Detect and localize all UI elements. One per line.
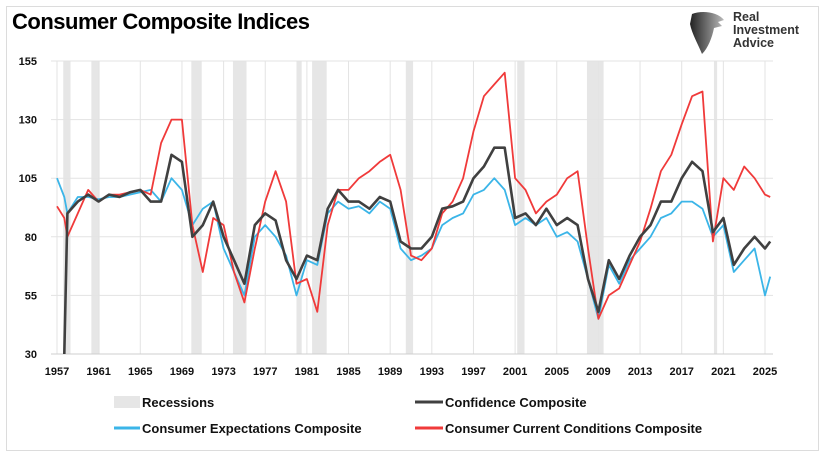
recession-band bbox=[91, 61, 100, 354]
x-tick-label: 2013 bbox=[628, 366, 652, 378]
y-tick-label: 105 bbox=[19, 173, 37, 185]
x-tick-label: 2001 bbox=[503, 366, 527, 378]
recession-band bbox=[312, 61, 327, 354]
legend-label-confidence: Confidence Composite bbox=[445, 395, 587, 410]
x-tick-label: 2009 bbox=[586, 366, 610, 378]
recession-band bbox=[232, 61, 247, 354]
x-tick-label: 2017 bbox=[669, 366, 693, 378]
series-lines bbox=[56, 71, 772, 355]
x-tick-label: 1957 bbox=[45, 366, 69, 378]
x-tick-label: 2021 bbox=[711, 366, 735, 378]
x-tick-label: 1985 bbox=[336, 366, 360, 378]
legend-label-expectations: Consumer Expectations Composite bbox=[142, 421, 362, 436]
recession-band bbox=[296, 61, 302, 354]
legend: Recessions Confidence Composite Consumer… bbox=[114, 395, 702, 436]
x-tick-label: 2025 bbox=[753, 366, 777, 378]
x-tick-label: 1977 bbox=[253, 366, 277, 378]
logo-line-1: Real bbox=[733, 10, 760, 24]
tick-labels: 30 55 80 105 130 155 1957 1961 1965 1969 1973 1977 1… bbox=[19, 56, 778, 378]
series-line-consumer-expectations-composite bbox=[56, 177, 772, 320]
x-tick-label: 1989 bbox=[378, 366, 402, 378]
legend-label-recessions: Recessions bbox=[142, 395, 214, 410]
logo-line-3: Advice bbox=[733, 36, 774, 50]
x-tick-label: 1997 bbox=[461, 366, 485, 378]
logo-text: Real Investment Advice bbox=[733, 11, 799, 50]
recession-band bbox=[713, 61, 718, 354]
recession-band bbox=[405, 61, 414, 354]
logo-line-2: Investment bbox=[733, 23, 799, 37]
x-tick-label: 1993 bbox=[420, 366, 444, 378]
y-tick-label: 55 bbox=[25, 290, 37, 302]
y-tick-label: 155 bbox=[19, 56, 37, 68]
recession-band bbox=[517, 61, 525, 354]
series-line-confidence-composite bbox=[63, 146, 772, 355]
x-tick-label: 1981 bbox=[295, 366, 319, 378]
eagle-logo-icon bbox=[690, 12, 724, 54]
recession-band bbox=[586, 61, 604, 354]
logo: Real Investment Advice bbox=[688, 10, 818, 58]
y-tick-label: 30 bbox=[25, 349, 37, 361]
legend-label-current-conditions: Consumer Current Conditions Composite bbox=[445, 421, 702, 436]
chart-border bbox=[6, 6, 819, 451]
chart-title: Consumer Composite Indices bbox=[12, 9, 310, 34]
recession-band bbox=[191, 61, 202, 354]
series-line-consumer-current-conditions-composite bbox=[56, 71, 771, 320]
y-tick-label: 130 bbox=[19, 115, 37, 127]
x-tick-label: 1965 bbox=[128, 366, 152, 378]
x-tick-label: 1973 bbox=[211, 366, 235, 378]
y-tick-label: 80 bbox=[25, 232, 37, 244]
legend-swatch-recessions bbox=[114, 396, 140, 408]
x-tick-label: 2005 bbox=[545, 366, 569, 378]
x-tick-label: 1961 bbox=[86, 366, 110, 378]
x-tick-label: 1969 bbox=[170, 366, 194, 378]
